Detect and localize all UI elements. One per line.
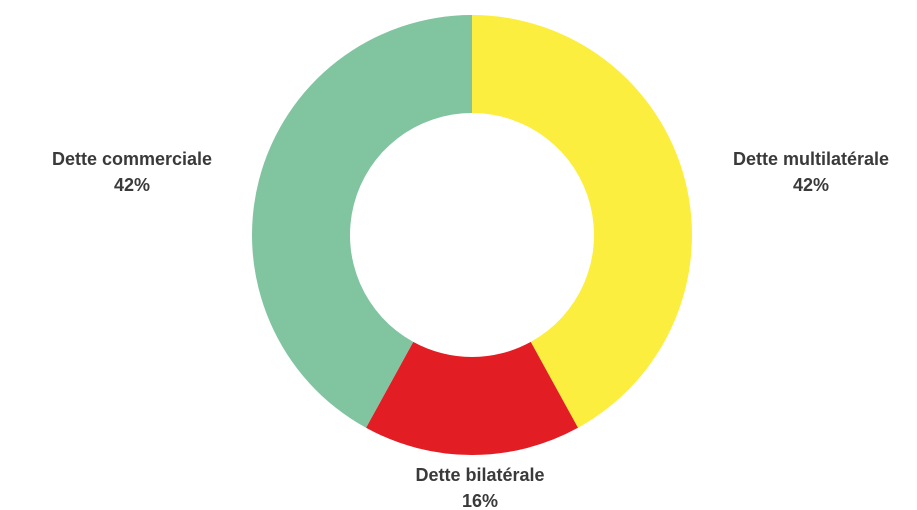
- slice-label: Dette multilatérale: [733, 149, 889, 169]
- slice-label: Dette bilatérale: [415, 465, 544, 485]
- slice-value-label: 42%: [114, 175, 150, 195]
- donut-slice: [252, 15, 472, 428]
- slice-label: Dette commerciale: [52, 149, 212, 169]
- slice-value-label: 42%: [793, 175, 829, 195]
- donut-slice: [472, 15, 692, 428]
- donut-slice: [366, 341, 578, 455]
- slice-value-label: 16%: [462, 491, 498, 510]
